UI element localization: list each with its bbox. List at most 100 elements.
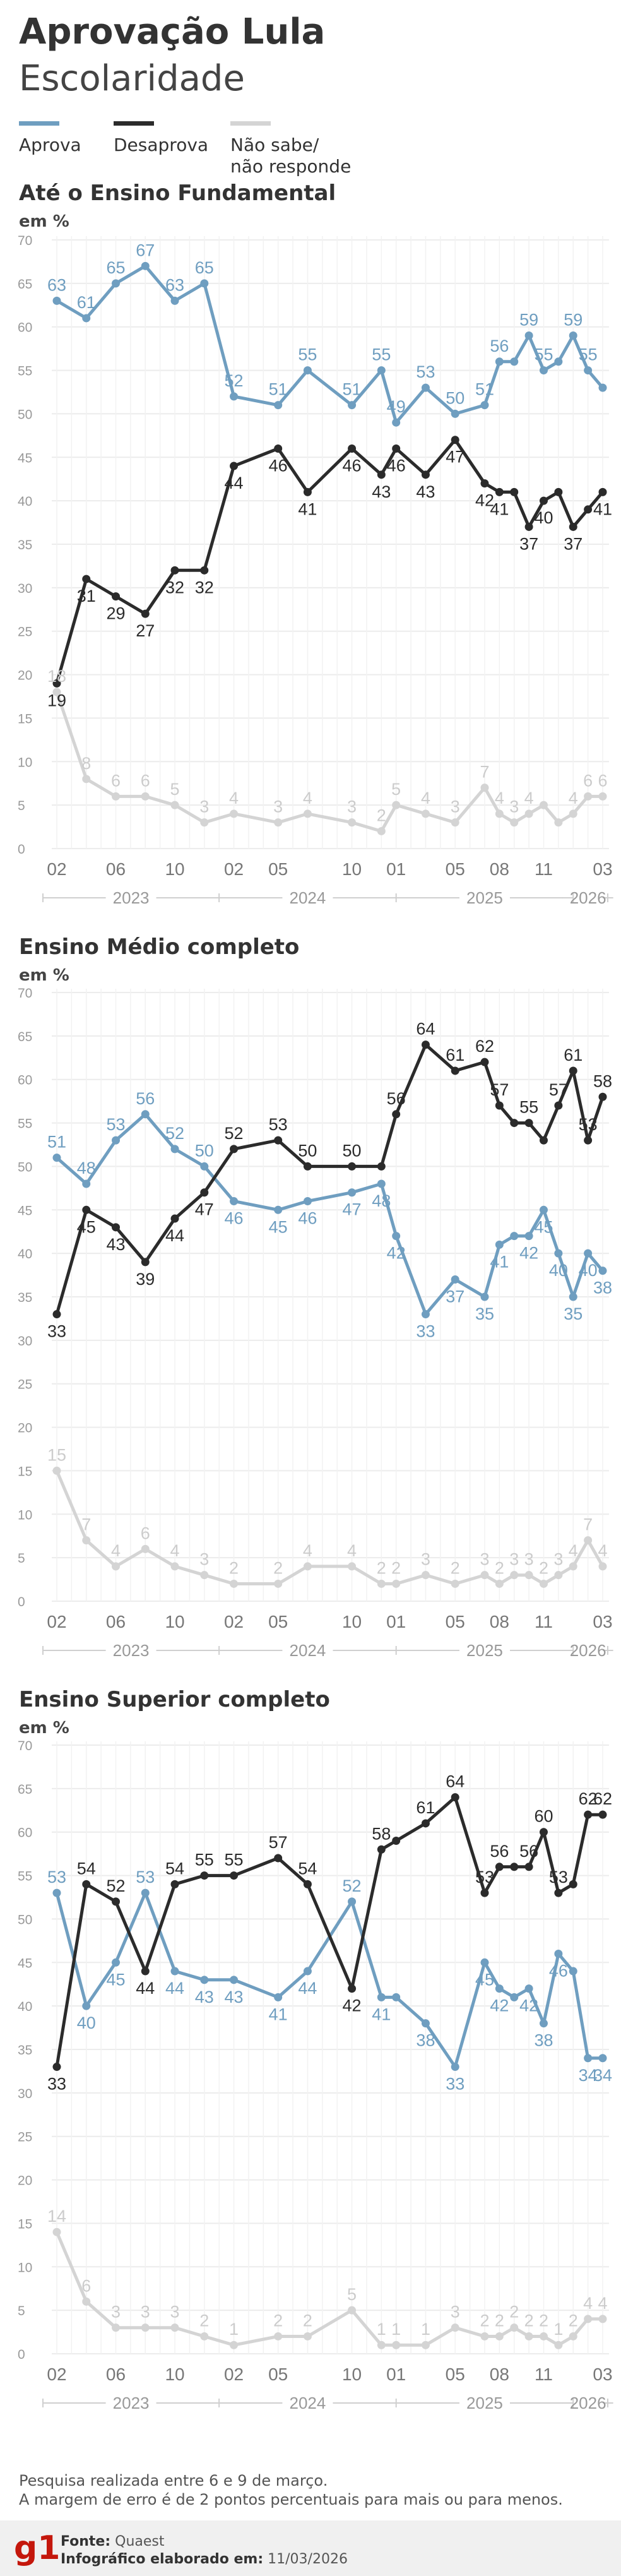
y-tick-label: 45 (18, 451, 32, 465)
data-label-nao-sabe: 4 (569, 1541, 578, 1560)
data-point-desaprova (141, 609, 150, 618)
data-point-nao-sabe (510, 2323, 519, 2332)
made-label: Infográfico elaborado em: (61, 2551, 264, 2567)
y-tick-label: 50 (18, 1912, 32, 1927)
y-tick-label: 30 (18, 581, 32, 596)
data-point-nao-sabe (598, 2315, 607, 2323)
data-point-desaprova (377, 470, 386, 479)
footer-text: Fonte: Quaest Infográfico elaborado em: … (61, 2533, 348, 2568)
x-tick-label: 11 (535, 1612, 553, 1631)
data-label-desaprova: 57 (549, 1080, 568, 1099)
data-point-aprova (170, 1967, 179, 1976)
data-point-nao-sabe (554, 818, 563, 827)
data-point-desaprova (569, 1880, 577, 1888)
series-line-desaprova (55, 438, 605, 685)
data-point-nao-sabe (480, 2332, 489, 2340)
data-label-nao-sabe: 4 (598, 2294, 607, 2313)
data-point-desaprova (451, 436, 459, 444)
data-label-aprova: 51 (47, 1133, 66, 1152)
data-label-aprova: 40 (579, 1261, 598, 1280)
data-point-desaprova (230, 1145, 239, 1154)
data-point-desaprova (480, 1058, 489, 1066)
data-point-desaprova (170, 1880, 179, 1888)
data-label-desaprova: 39 (136, 1270, 155, 1289)
data-label-desaprova: 19 (47, 691, 66, 710)
data-label-aprova: 55 (298, 345, 317, 364)
data-label-nao-sabe: 1 (377, 2320, 386, 2339)
data-label-nao-sabe: 2 (495, 1558, 504, 1577)
data-label-aprova: 53 (47, 1868, 66, 1887)
data-point-desaprova (539, 1828, 548, 1837)
data-label-desaprova: 60 (534, 1807, 553, 1826)
data-point-nao-sabe (510, 818, 519, 827)
data-point-desaprova (348, 1984, 357, 1993)
data-label-nao-sabe: 4 (569, 789, 578, 808)
data-point-desaprova (303, 1880, 312, 1888)
data-point-desaprova (348, 444, 357, 453)
y-tick-label: 60 (18, 1073, 32, 1088)
data-point-nao-sabe (451, 818, 459, 827)
data-label-aprova: 44 (298, 1979, 317, 1998)
data-point-desaprova (480, 479, 489, 488)
data-point-aprova (274, 401, 283, 410)
data-point-aprova (495, 357, 504, 366)
data-point-nao-sabe (584, 2315, 593, 2323)
data-point-aprova (377, 1993, 386, 2001)
data-label-nao-sabe: 5 (391, 780, 401, 799)
data-point-nao-sabe (52, 2227, 61, 2236)
x-tick-label: 05 (268, 859, 288, 879)
data-point-aprova (200, 1162, 209, 1171)
data-point-desaprova (52, 2063, 61, 2072)
data-point-desaprova (524, 522, 533, 531)
y-tick-label: 40 (18, 1247, 32, 1261)
data-label-desaprova: 52 (225, 1124, 244, 1143)
data-point-aprova (141, 1888, 150, 1897)
data-point-aprova (377, 1179, 386, 1188)
data-point-nao-sabe (170, 1562, 179, 1571)
data-point-nao-sabe (377, 1579, 386, 1588)
data-label-nao-sabe: 1 (553, 2320, 563, 2339)
data-label-nao-sabe: 2 (273, 1558, 283, 1577)
data-label-desaprova: 46 (343, 456, 362, 475)
data-point-desaprova (524, 1863, 533, 1871)
data-label-desaprova: 33 (47, 1322, 66, 1341)
data-label-aprova: 34 (579, 2066, 598, 2085)
data-point-nao-sabe (392, 2340, 401, 2349)
year-label: 2023 (113, 1641, 150, 1660)
legend-swatch-aprova (19, 121, 59, 126)
data-point-aprova (510, 1232, 519, 1241)
data-point-aprova (495, 1240, 504, 1249)
y-tick-label: 25 (18, 2130, 32, 2145)
data-point-aprova (554, 1249, 563, 1258)
data-point-aprova (480, 401, 489, 410)
data-label-nao-sabe: 5 (170, 780, 180, 799)
data-label-nao-sabe: 4 (111, 1541, 121, 1560)
unit-label-fundamental: em % (19, 212, 69, 231)
data-point-nao-sabe (539, 1579, 548, 1588)
data-point-nao-sabe (480, 1571, 489, 1580)
data-point-aprova (82, 1179, 91, 1188)
data-label-desaprova: 41 (593, 499, 612, 518)
series-line-nao-sabe (55, 1469, 605, 1585)
data-label-aprova: 45 (534, 1217, 553, 1236)
footnote-line-1: Pesquisa realizada entre 6 e 9 de março. (19, 2472, 328, 2490)
data-point-aprova (52, 1888, 61, 1897)
x-tick-label: 02 (224, 2364, 244, 2384)
data-label-desaprova: 61 (564, 1046, 583, 1064)
data-label-nao-sabe: 4 (421, 789, 430, 808)
data-point-aprova (82, 2001, 91, 2010)
x-tick-label: 08 (490, 2364, 509, 2384)
data-point-nao-sabe (141, 1544, 150, 1553)
data-point-nao-sabe (451, 1579, 459, 1588)
data-label-nao-sabe: 2 (229, 1558, 239, 1577)
data-point-desaprova (230, 462, 239, 470)
year-label: 2025 (466, 1641, 503, 1660)
data-point-desaprova (495, 1101, 504, 1110)
x-tick-label: 08 (490, 1612, 509, 1631)
data-point-desaprova (451, 1793, 459, 1802)
source-value: Quaest (115, 2534, 165, 2549)
data-point-desaprova (392, 1110, 401, 1119)
data-point-nao-sabe (377, 2340, 386, 2349)
x-tick-label: 03 (593, 2364, 612, 2384)
data-label-nao-sabe: 3 (524, 1550, 534, 1569)
